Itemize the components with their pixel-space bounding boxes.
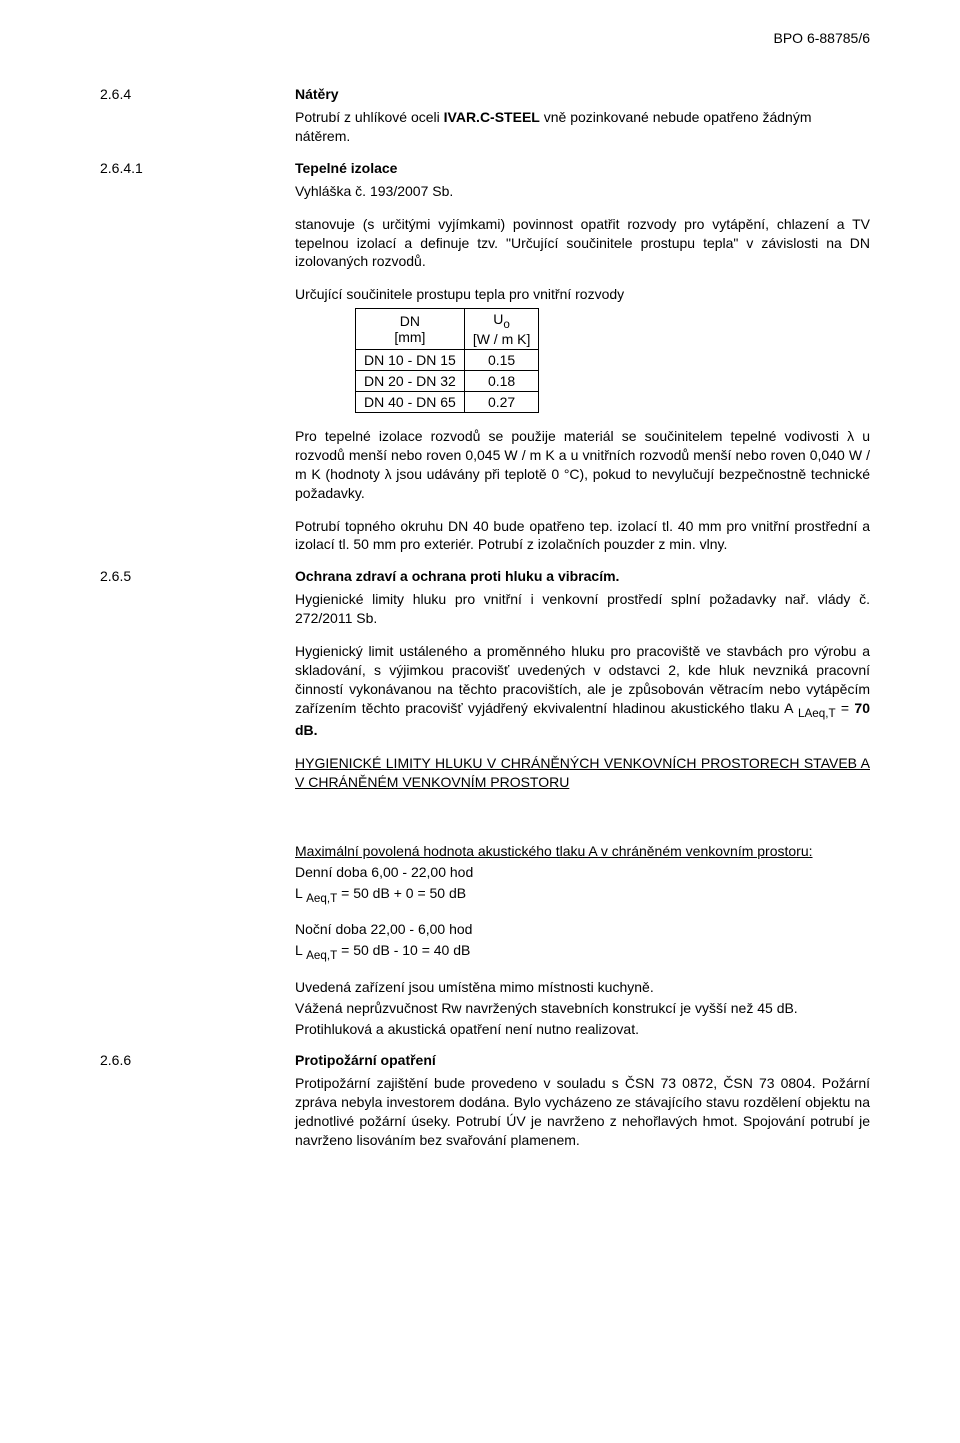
paragraph: Vyhláška č. 193/2007 Sb. (295, 182, 870, 201)
paragraph: Maximální povolená hodnota akustického t… (295, 842, 870, 861)
table-cell: 0.15 (464, 350, 539, 371)
text: = 50 dB + 0 = 50 dB (337, 885, 466, 901)
section-title: Tepelné izolace (295, 160, 397, 176)
section-number: 2.6.4 (100, 86, 295, 102)
table-cell: DN 20 - DN 32 (356, 371, 465, 392)
subscript: Aeq,T (306, 892, 337, 905)
paragraph: Pro tepelné izolace rozvodů se použije m… (295, 427, 870, 503)
paragraph: Uvedená zařízení jsou umístěna mimo míst… (295, 978, 870, 997)
text: L (295, 942, 306, 958)
table-row: DN 10 - DN 15 0.15 (356, 350, 539, 371)
paragraph: Noční doba 22,00 - 6,00 hod (295, 920, 870, 939)
text: L (295, 885, 306, 901)
paragraph: Potrubí z uhlíkové oceli IVAR.C-STEEL vn… (295, 108, 870, 146)
paragraph: Hygienický limit ustáleného a proměnného… (295, 642, 870, 740)
table-cell: 0.18 (464, 371, 539, 392)
text: [mm] (394, 329, 425, 345)
paragraph: Vážená neprůzvučnost Rw navržených stave… (295, 999, 870, 1018)
table-header-cell: DN [mm] (356, 309, 465, 350)
text: [W / m K] (473, 331, 531, 347)
table-cell: DN 40 - DN 65 (356, 392, 465, 413)
page: BPO 6-88785/6 2.6.4 Nátěry Potrubí z uhl… (0, 0, 960, 1224)
coefficients-table: DN [mm] Uo [W / m K] DN 10 - DN 15 0.15 … (355, 308, 539, 413)
subscript: Aeq,T (306, 949, 337, 962)
section-title: Ochrana zdraví a ochrana proti hluku a v… (295, 568, 619, 584)
section-265-heading: 2.6.5 Ochrana zdraví a ochrana proti hlu… (100, 568, 870, 584)
section-number: 2.6.6 (100, 1052, 295, 1068)
text: U (493, 311, 503, 327)
table-row: DN 20 - DN 32 0.18 (356, 371, 539, 392)
paragraph: stanovuje (s určitými vyjímkami) povinno… (295, 215, 870, 272)
paragraph: Určující součinitele prostupu tepla pro … (295, 285, 870, 304)
paragraph: HYGIENICKÉ LIMITY HLUKU V CHRÁNĚNÝCH VEN… (295, 754, 870, 792)
paragraph: Protihluková a akustická opatření není n… (295, 1020, 870, 1039)
table-header-cell: Uo [W / m K] (464, 309, 539, 350)
section-264-body: Potrubí z uhlíkové oceli IVAR.C-STEEL vn… (295, 108, 870, 146)
table-row: DN [mm] Uo [W / m K] (356, 309, 539, 350)
table-cell: DN 10 - DN 15 (356, 350, 465, 371)
paragraph: Protipožární zajištění bude provedeno v … (295, 1074, 870, 1150)
paragraph: Hygienické limity hluku pro vnitřní i ve… (295, 590, 870, 628)
underline-text: HYGIENICKÉ LIMITY HLUKU V CHRÁNĚNÝCH VEN… (295, 755, 870, 790)
section-title: Protipožární opatření (295, 1052, 436, 1068)
paragraph: Potrubí topného okruhu DN 40 bude opatře… (295, 517, 870, 555)
text: = 50 dB - 10 = 40 dB (337, 942, 470, 958)
table-cell: 0.27 (464, 392, 539, 413)
paragraph: L Aeq,T = 50 dB + 0 = 50 dB (295, 884, 870, 907)
section-264-heading: 2.6.4 Nátěry (100, 86, 870, 102)
section-265-body: Hygienické limity hluku pro vnitřní i ve… (295, 590, 870, 1038)
section-number: 2.6.4.1 (100, 160, 295, 176)
text: Potrubí z uhlíkové oceli (295, 109, 444, 125)
text: DN (400, 313, 420, 329)
text: Hygienický limit ustáleného a proměnného… (295, 643, 870, 716)
section-2641-body: Vyhláška č. 193/2007 Sb. stanovuje (s ur… (295, 182, 870, 555)
doc-header: BPO 6-88785/6 (100, 30, 870, 46)
subscript: LAeq,T (798, 707, 836, 720)
underline-text: Maximální povolená hodnota akustického t… (295, 843, 813, 859)
text: = (836, 700, 855, 716)
subscript: o (503, 318, 509, 331)
section-266-body: Protipožární zajištění bude provedeno v … (295, 1074, 870, 1150)
section-266-heading: 2.6.6 Protipožární opatření (100, 1052, 870, 1068)
section-number: 2.6.5 (100, 568, 295, 584)
table-row: DN 40 - DN 65 0.27 (356, 392, 539, 413)
spacer (295, 806, 870, 842)
text-bold: IVAR.C-STEEL (444, 109, 540, 125)
section-2641-heading: 2.6.4.1 Tepelné izolace (100, 160, 870, 176)
paragraph: Denní doba 6,00 - 22,00 hod (295, 863, 870, 882)
section-title: Nátěry (295, 86, 339, 102)
paragraph: L Aeq,T = 50 dB - 10 = 40 dB (295, 941, 870, 964)
